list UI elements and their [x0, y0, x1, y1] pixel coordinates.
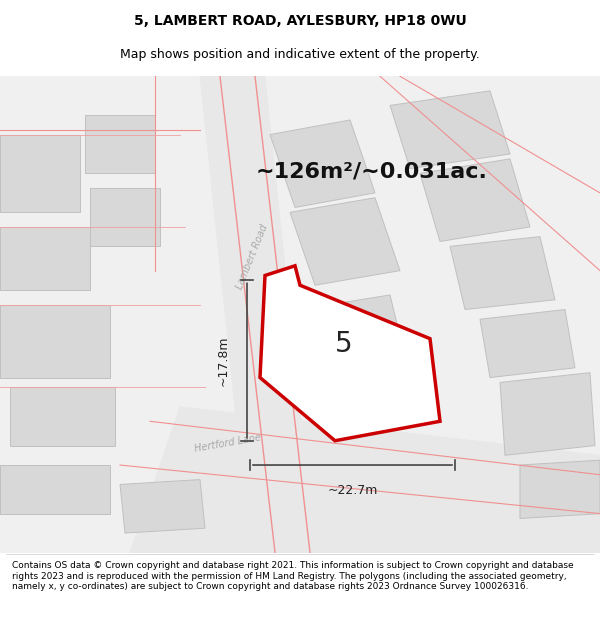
Polygon shape	[260, 266, 440, 441]
Polygon shape	[0, 134, 80, 212]
Polygon shape	[120, 479, 205, 533]
Polygon shape	[85, 115, 155, 174]
Text: ~126m²/~0.031ac.: ~126m²/~0.031ac.	[256, 161, 488, 181]
Text: Contains OS data © Crown copyright and database right 2021. This information is : Contains OS data © Crown copyright and d…	[12, 561, 574, 591]
Polygon shape	[0, 227, 90, 290]
Text: ~17.8m: ~17.8m	[217, 335, 230, 386]
Polygon shape	[130, 407, 600, 552]
Polygon shape	[0, 304, 110, 378]
Polygon shape	[270, 120, 375, 208]
Polygon shape	[480, 309, 575, 378]
Polygon shape	[200, 76, 315, 552]
Polygon shape	[390, 91, 510, 169]
Polygon shape	[520, 460, 600, 519]
Polygon shape	[300, 295, 410, 392]
Polygon shape	[10, 388, 115, 446]
Text: Map shows position and indicative extent of the property.: Map shows position and indicative extent…	[120, 48, 480, 61]
Polygon shape	[450, 237, 555, 309]
Text: 5, LAMBERT ROAD, AYLESBURY, HP18 0WU: 5, LAMBERT ROAD, AYLESBURY, HP18 0WU	[134, 14, 466, 28]
Text: Lambert Road: Lambert Road	[235, 223, 269, 291]
Text: Hertford Lane: Hertford Lane	[194, 432, 262, 454]
Polygon shape	[500, 372, 595, 455]
Polygon shape	[90, 188, 160, 246]
Polygon shape	[290, 198, 400, 285]
Polygon shape	[420, 159, 530, 241]
Polygon shape	[0, 465, 110, 514]
Text: ~22.7m: ~22.7m	[328, 484, 377, 497]
Text: 5: 5	[335, 329, 353, 357]
